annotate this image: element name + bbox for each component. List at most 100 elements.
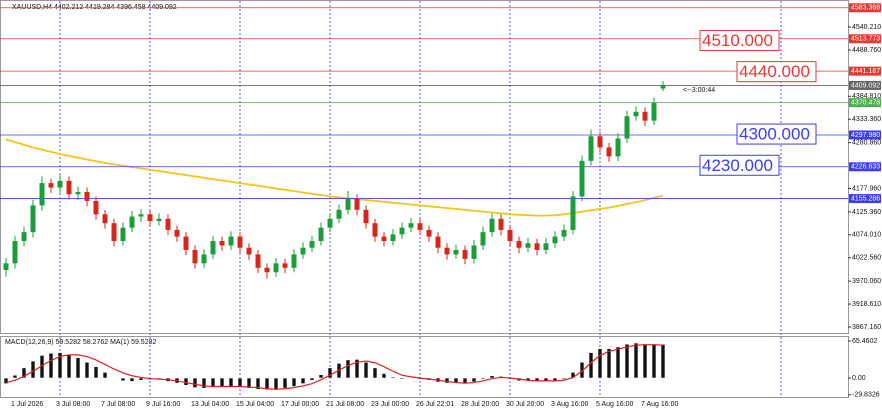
macd-bar [111, 377, 117, 379]
y-tick-label: 4125.360 [852, 209, 881, 216]
x-tick-label: 21 Jul 08:00 [326, 401, 364, 408]
candle-body [642, 111, 648, 121]
candle-body [435, 236, 441, 248]
candle-body [507, 229, 513, 242]
macd-bar [84, 361, 90, 379]
macd-bar [408, 377, 414, 379]
candle-body [552, 236, 558, 244]
moving-average [5, 138, 664, 217]
y-tick-label: 4280.860 [852, 139, 881, 146]
macd-bar [381, 373, 387, 379]
candle-body [21, 232, 27, 242]
x-tick-label: 1 Jul 2026 [11, 401, 43, 408]
y-tick-label: 4022.560 [852, 255, 881, 262]
candle-body [102, 214, 108, 224]
candle-body [291, 254, 297, 268]
x-tick-label: 9 Jul 16:00 [146, 401, 180, 408]
candle-body [570, 196, 576, 230]
macd-bar [300, 377, 306, 384]
level-tag [849, 34, 881, 44]
candle-body [480, 232, 486, 246]
macd-bar [597, 348, 603, 379]
macd-bar [354, 359, 360, 379]
x-tick-label: 15 Jul 04:00 [236, 401, 274, 408]
candle-body [453, 249, 459, 255]
macd-bar [291, 377, 297, 387]
candle-body [84, 192, 90, 201]
candle-body [408, 223, 414, 228]
x-tick-label: 13 Jul 04:00 [191, 401, 229, 408]
macd-bar [228, 377, 234, 387]
x-tick-label: 7 Aug 16:00 [641, 401, 678, 408]
macd-bar [345, 359, 351, 379]
level-tag [849, 98, 881, 108]
macd-bar [624, 343, 630, 379]
macd-bar [282, 377, 288, 389]
level-tag-label: 4155.286 [851, 195, 880, 202]
macd-bar [201, 377, 207, 389]
macd-bar [606, 348, 612, 379]
candle-body [300, 247, 306, 255]
macd-bar [660, 344, 666, 379]
x-tick-label: 17 Jul 00:00 [281, 401, 319, 408]
macd-bar [309, 377, 315, 381]
macd-bar [237, 377, 243, 388]
macd-bar [75, 357, 81, 379]
macd-bar [390, 376, 396, 379]
level-tag-label: 4370.478 [851, 99, 880, 106]
x-tick-label: 28 Jul 20:00 [461, 401, 499, 408]
candle-body [444, 247, 450, 255]
candle-body [426, 229, 432, 237]
y-tick-label: 3970.060 [852, 278, 881, 285]
candle-body [237, 236, 243, 248]
candle-body [651, 102, 657, 121]
level-tag [849, 80, 881, 90]
candle-body [606, 147, 612, 157]
candle-body [318, 227, 324, 242]
candle-body [147, 214, 153, 221]
candle-body [183, 236, 189, 250]
x-tick-label: 3 Aug 16:00 [551, 401, 588, 408]
candle-body [561, 229, 567, 237]
candle-body [309, 241, 315, 248]
candle-body [543, 243, 549, 250]
macd-bar [633, 342, 639, 379]
macd-bar [219, 377, 225, 387]
macd-bar [93, 366, 99, 379]
candle-body [93, 200, 99, 215]
candle-body [192, 249, 198, 264]
countdown: <--3:00:44 [683, 87, 715, 94]
candle-body [498, 218, 504, 230]
candle-body [399, 227, 405, 235]
candle-body [633, 111, 639, 117]
candle-body [327, 218, 333, 228]
candle-body [210, 241, 216, 255]
candle-body [336, 209, 342, 219]
candle-body [3, 263, 9, 271]
macd-bar [327, 367, 333, 379]
macd-bar [480, 377, 486, 380]
level-tag-label: 4297.980 [851, 132, 880, 139]
macd-bar [471, 377, 477, 383]
macd-bar [273, 377, 279, 390]
y-tick-label: 4074.010 [852, 232, 881, 239]
candle-body [48, 183, 54, 188]
macd-bar [48, 352, 54, 379]
macd-bar [21, 367, 27, 379]
macd-bar [255, 377, 261, 390]
x-tick-label: 7 Jul 08:00 [101, 401, 135, 408]
level-tag [849, 66, 881, 76]
macd-bar [12, 374, 18, 379]
candle-body [39, 183, 45, 206]
candle-body [165, 218, 171, 230]
candle-body [354, 198, 360, 210]
macd-bar [489, 375, 495, 379]
y-tick-label: -29.8326 [852, 392, 880, 399]
macd-bar [57, 352, 63, 379]
y-tick-label: 4384.810 [852, 93, 881, 100]
macd-bar [318, 374, 324, 379]
candle-body [120, 227, 126, 242]
price-box [736, 123, 817, 145]
candle-body [597, 136, 603, 148]
candle-body [624, 116, 630, 139]
